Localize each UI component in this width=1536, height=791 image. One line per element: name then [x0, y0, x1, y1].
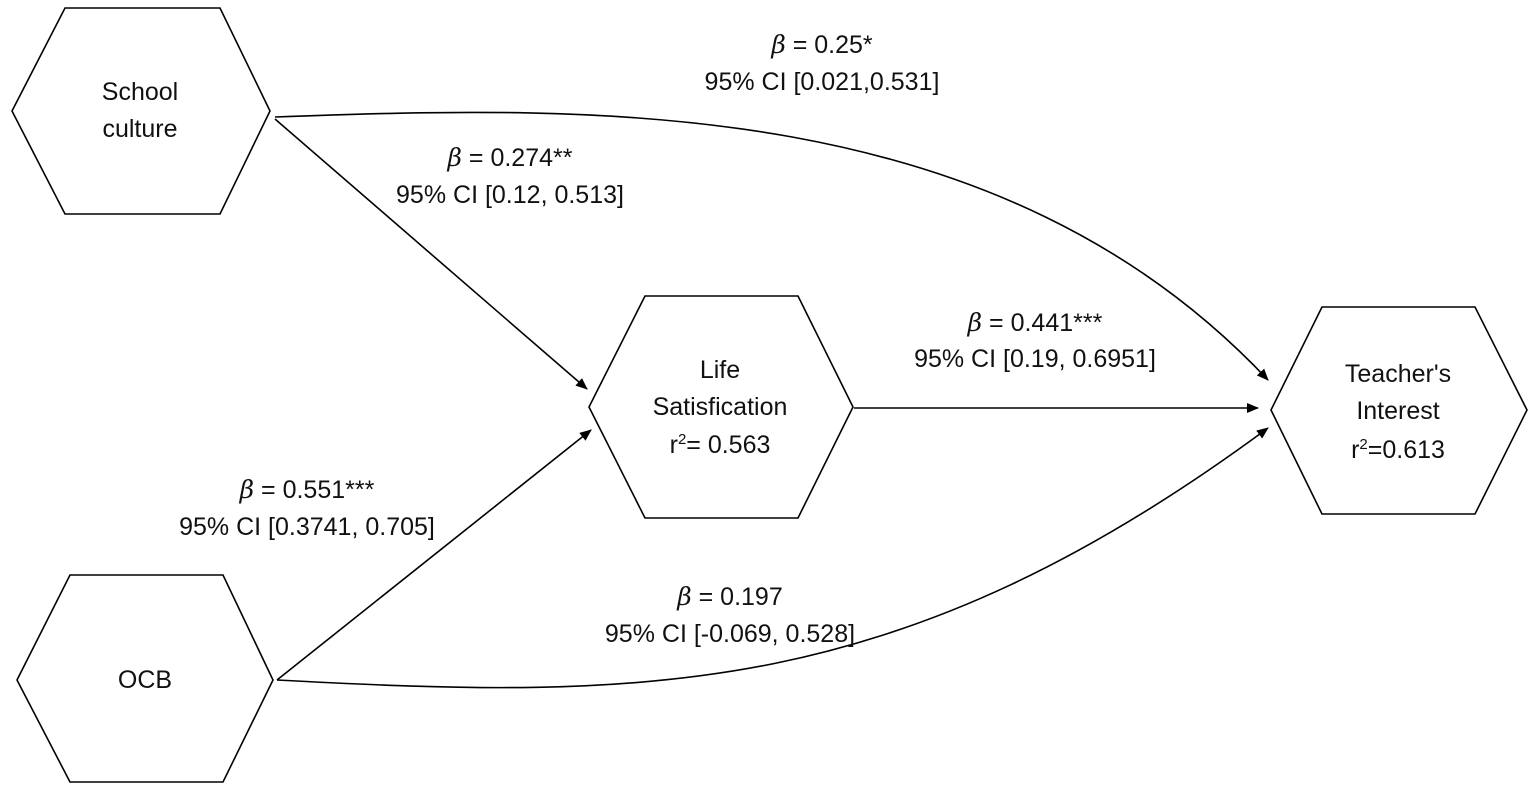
edge-ocb-to-teachers-interest: [276, 427, 1269, 689]
node-life-satisfaction: Life Satisfication r2= 0.563: [588, 295, 854, 519]
coefficient-ocb-to-life-satisfaction: β = 0.551***: [239, 475, 375, 504]
ci-school-culture-to-teachers-interest: 95% CI [0.021,0.531]: [705, 68, 940, 96]
life-satisfaction-label-line1: Life: [700, 356, 740, 384]
label-school-culture-to-life-satisfaction: β = 0.274** 95% CI [0.12, 0.513]: [396, 143, 624, 209]
ci-life-satisfaction-to-teachers-interest: 95% CI [0.19, 0.6951]: [914, 345, 1156, 373]
edge-school-culture-to-teachers-interest: [274, 111, 1269, 381]
label-school-culture-to-teachers-interest: β = 0.25* 95% CI [0.021,0.531]: [705, 30, 940, 96]
teachers-interest-label-line2: Interest: [1356, 397, 1439, 425]
edge-school-culture-to-life-satisfaction: [274, 118, 588, 390]
school-culture-label-line1: School: [102, 78, 178, 106]
coefficient-school-culture-to-teachers-interest: β = 0.25*: [770, 30, 873, 59]
teachers-interest-label-line1: Teacher's: [1345, 360, 1451, 388]
coefficient-school-culture-to-life-satisfaction: β = 0.274**: [447, 143, 573, 172]
label-ocb-to-teachers-interest: β = 0.197 95% CI [-0.069, 0.528]: [605, 582, 855, 648]
teachers-interest-r-squared: r2=0.613: [1351, 436, 1445, 464]
life-satisfaction-label-line2: Satisfication: [653, 393, 788, 421]
coefficient-ocb-to-teachers-interest: β = 0.197: [676, 582, 783, 611]
life-satisfaction-r-squared: r2= 0.563: [670, 431, 771, 459]
node-school-culture: School culture: [11, 7, 271, 215]
label-ocb-to-life-satisfaction: β = 0.551*** 95% CI [0.3741, 0.705]: [179, 475, 435, 541]
label-life-satisfaction-to-teachers-interest: β = 0.441*** 95% CI [0.19, 0.6951]: [914, 308, 1156, 373]
node-ocb: OCB: [16, 574, 274, 783]
ocb-label: OCB: [118, 666, 172, 694]
ci-school-culture-to-life-satisfaction: 95% CI [0.12, 0.513]: [396, 181, 624, 209]
edge-ocb-to-life-satisfaction: [276, 429, 592, 681]
school-culture-label-line2: culture: [102, 115, 177, 143]
ci-ocb-to-life-satisfaction: 95% CI [0.3741, 0.705]: [179, 513, 435, 541]
coefficient-life-satisfaction-to-teachers-interest: β = 0.441***: [967, 308, 1103, 337]
node-teachers-interest: Teacher's Interest r2=0.613: [1270, 306, 1528, 515]
ci-ocb-to-teachers-interest: 95% CI [-0.069, 0.528]: [605, 620, 855, 648]
